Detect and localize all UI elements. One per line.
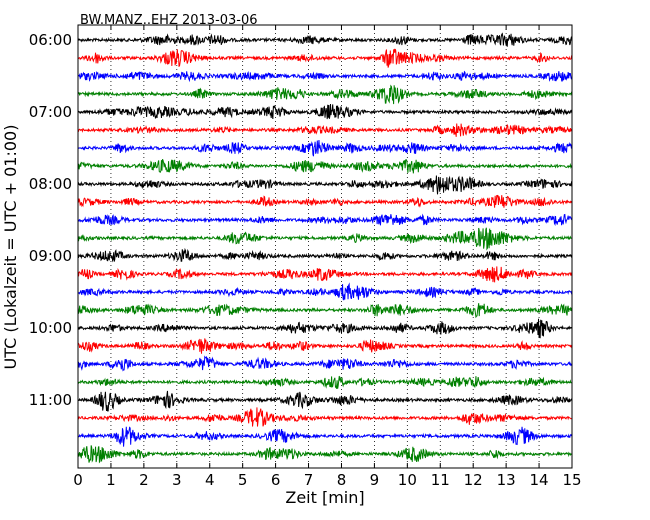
y-tick-label: 08:00	[29, 175, 72, 193]
x-tick-label: 9	[370, 471, 380, 489]
trace-1130	[77, 426, 573, 447]
trace-0945	[77, 303, 573, 319]
trace-0745	[77, 158, 573, 174]
plot-frame	[77, 24, 573, 469]
trace-0830	[77, 213, 573, 227]
x-tick-label: 2	[139, 471, 149, 489]
x-tick-label: 4	[205, 471, 215, 489]
trace-0630	[77, 70, 573, 83]
trace-1115	[77, 407, 573, 427]
x-tick-label: 11	[431, 471, 450, 489]
trace-1045	[77, 375, 573, 389]
x-tick-label: 3	[172, 471, 182, 489]
x-axis: 0 1 2 3 4 5 6 7 8 9 10 11 12 13 14 15	[73, 25, 582, 489]
x-tick-label: 1	[106, 471, 116, 489]
trace-1145	[77, 445, 573, 464]
x-tick-label: 10	[398, 471, 417, 489]
trace-1030	[77, 355, 573, 372]
y-tick-label: 06:00	[29, 31, 72, 49]
y-tick-label: 09:00	[29, 247, 72, 265]
trace-0600	[77, 32, 573, 47]
x-tick-label: 5	[238, 471, 248, 489]
trace-1015	[77, 338, 573, 354]
trace-0815	[77, 194, 573, 208]
trace-0730	[77, 139, 573, 157]
trace-0700	[77, 103, 573, 120]
y-tick-label: 07:00	[29, 103, 72, 121]
x-tick-label: 0	[73, 471, 83, 489]
x-tick-label: 14	[530, 471, 549, 489]
y-axis-label: UTC (Lokalzeit = UTC + 01:00)	[1, 125, 20, 370]
trace-0900	[77, 247, 573, 263]
trace-0615	[77, 48, 573, 68]
chart-title: BW.MANZ..EHZ 2013-03-06	[80, 13, 258, 28]
trace-0645	[77, 84, 573, 105]
x-tick-label: 8	[337, 471, 347, 489]
trace-1000	[77, 318, 573, 339]
y-tick-label: 10:00	[29, 319, 72, 337]
x-tick-label: 12	[464, 471, 483, 489]
x-tick-label: 13	[497, 471, 516, 489]
y-axis: 06:00 07:00 08:00 09:00 10:00 11:00	[29, 31, 572, 409]
x-tick-label: 7	[304, 471, 314, 489]
trace-0930	[77, 282, 573, 301]
traces	[77, 32, 573, 464]
trace-0845	[77, 227, 572, 251]
x-axis-label: Zeit [min]	[285, 488, 364, 507]
trace-0800	[77, 175, 573, 195]
trace-0915	[77, 266, 573, 283]
trace-0715	[77, 123, 573, 137]
x-tick-label: 15	[562, 471, 581, 489]
x-tick-label: 6	[271, 471, 281, 489]
trace-1100	[77, 390, 573, 412]
y-tick-label: 11:00	[29, 391, 72, 409]
